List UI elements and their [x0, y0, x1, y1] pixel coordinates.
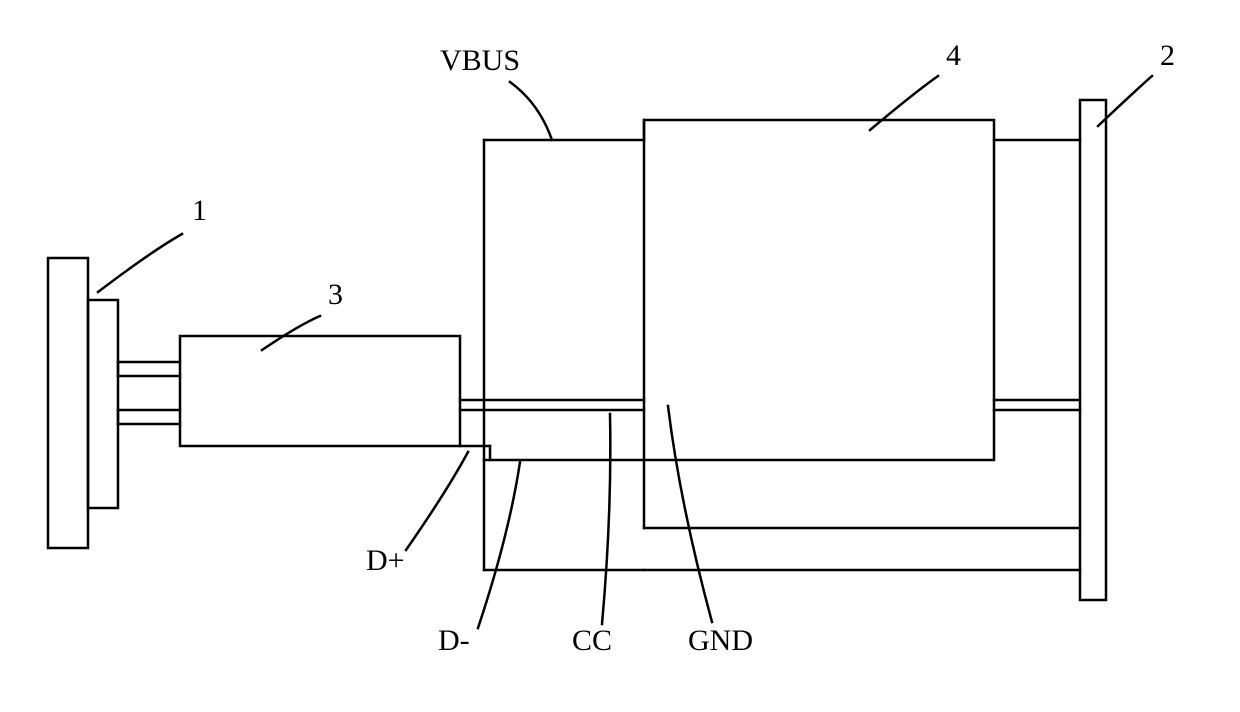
- leader-gnd: [668, 406, 712, 622]
- leader-n3: [262, 316, 320, 350]
- leader-n4: [870, 76, 938, 130]
- leader-dplus: [406, 452, 468, 550]
- block-2: [1080, 100, 1106, 600]
- label-gnd: GND: [688, 624, 753, 657]
- label-n3: 3: [328, 278, 343, 311]
- leader-n1: [98, 234, 182, 292]
- label-n4: 4: [946, 39, 961, 72]
- label-dplus: D+: [366, 544, 405, 577]
- label-n2: 2: [1160, 39, 1175, 72]
- leader-cc: [602, 414, 610, 624]
- label-n1: 1: [192, 194, 207, 227]
- block-1-outer: [48, 258, 88, 548]
- label-cc: CC: [572, 624, 612, 657]
- leader-vbus: [510, 82, 552, 140]
- block-3: [180, 336, 460, 446]
- label-dminus: D-: [438, 624, 470, 657]
- block-1-inner: [88, 300, 118, 508]
- block-4: [644, 120, 994, 460]
- label-vbus: VBUS: [440, 44, 520, 77]
